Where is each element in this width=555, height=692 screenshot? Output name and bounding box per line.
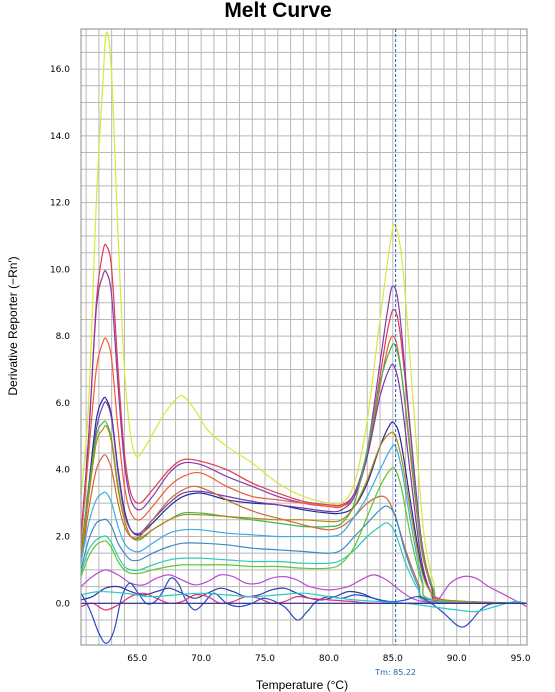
series-line-11 — [81, 505, 527, 604]
y-tick-label: 14.0 — [50, 132, 70, 142]
x-tick-label: 95.0 — [511, 654, 531, 664]
x-tick-label: 65.0 — [127, 654, 147, 664]
series-line-10 — [81, 444, 527, 604]
series-line-14 — [81, 569, 527, 608]
tm-marker-group: Tm: 85.22 — [374, 29, 416, 677]
y-axis-ticks: 0.0 2.0 4.0 6.0 8.0 10.0 12.0 14.0 16.0 — [50, 65, 70, 609]
x-axis-ticks: 65.0 70.0 75.0 80.0 85.0 90.0 95.0 — [127, 654, 531, 664]
x-axis-label: Temperature (°C) — [256, 678, 348, 692]
series-line-6 — [81, 363, 527, 604]
x-tick-label: 75.0 — [255, 654, 275, 664]
y-tick-label: 0.0 — [56, 599, 71, 609]
y-tick-label: 2.0 — [56, 532, 71, 542]
series-line-8 — [81, 424, 527, 604]
series-line-16 — [81, 577, 527, 644]
y-tick-label: 6.0 — [56, 399, 71, 409]
series-group — [81, 31, 527, 644]
plot-frame — [80, 28, 528, 646]
y-axis-label: Derivative Reporter (−Rn′) — [6, 256, 20, 395]
grid — [81, 29, 527, 645]
series-line-1 — [81, 31, 527, 604]
series-line-18 — [81, 590, 527, 613]
series-line-2 — [81, 243, 527, 604]
series-line-9 — [81, 454, 527, 604]
series-line-3 — [81, 270, 527, 604]
y-tick-label: 12.0 — [50, 199, 70, 209]
x-tick-label: 90.0 — [447, 654, 467, 664]
chart-title: Melt Curve — [224, 0, 331, 22]
x-tick-label: 80.0 — [319, 654, 339, 664]
tm-marker-label: Tm: 85.22 — [374, 668, 416, 677]
y-tick-label: 16.0 — [50, 65, 70, 75]
x-tick-label: 85.0 — [383, 654, 403, 664]
y-tick-label: 8.0 — [56, 332, 71, 342]
series-line-13 — [81, 466, 527, 604]
y-tick-label: 10.0 — [50, 265, 70, 275]
series-line-12 — [81, 522, 527, 604]
x-tick-label: 70.0 — [191, 654, 211, 664]
y-tick-label: 4.0 — [56, 466, 71, 476]
